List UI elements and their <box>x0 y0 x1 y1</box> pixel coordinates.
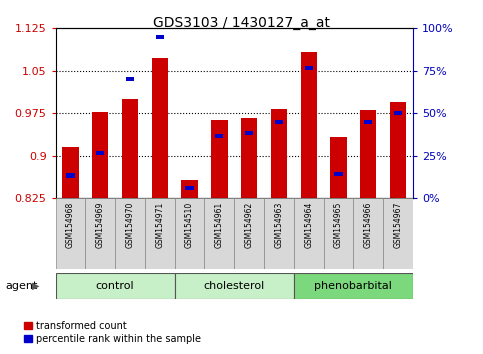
Bar <box>122 99 138 198</box>
Bar <box>305 66 313 70</box>
Text: control: control <box>96 281 134 291</box>
Bar <box>56 273 175 299</box>
Bar <box>62 147 79 198</box>
Bar <box>294 273 413 299</box>
Text: GSM154510: GSM154510 <box>185 202 194 248</box>
Bar <box>175 273 294 299</box>
Bar <box>152 58 168 198</box>
Bar <box>204 198 234 269</box>
Bar <box>264 198 294 269</box>
Bar <box>330 137 347 198</box>
Bar <box>92 112 108 198</box>
Bar <box>85 198 115 269</box>
Text: GSM154969: GSM154969 <box>96 202 105 248</box>
Bar <box>334 172 342 176</box>
Text: GSM154966: GSM154966 <box>364 202 373 248</box>
Bar <box>364 120 372 124</box>
Bar <box>56 198 85 269</box>
Text: GDS3103 / 1430127_a_at: GDS3103 / 1430127_a_at <box>153 16 330 30</box>
Bar <box>360 110 376 198</box>
Bar <box>66 173 74 178</box>
Bar <box>211 120 227 198</box>
Bar <box>182 179 198 198</box>
Bar <box>185 186 194 190</box>
Bar <box>383 198 413 269</box>
Text: GSM154963: GSM154963 <box>274 202 284 248</box>
Bar <box>354 198 383 269</box>
Bar <box>145 198 175 269</box>
Bar <box>390 102 406 198</box>
Bar <box>115 198 145 269</box>
Bar <box>294 198 324 269</box>
Bar <box>156 35 164 39</box>
Bar <box>241 118 257 198</box>
Bar <box>245 131 253 135</box>
Bar <box>324 198 354 269</box>
Text: ▶: ▶ <box>32 281 40 291</box>
Text: GSM154964: GSM154964 <box>304 202 313 248</box>
Text: GSM154962: GSM154962 <box>245 202 254 248</box>
Bar <box>394 111 402 115</box>
Text: GSM154971: GSM154971 <box>156 202 164 248</box>
Legend: transformed count, percentile rank within the sample: transformed count, percentile rank withi… <box>24 321 201 344</box>
Bar <box>215 134 224 138</box>
Text: cholesterol: cholesterol <box>204 281 265 291</box>
Text: phenobarbital: phenobarbital <box>314 281 392 291</box>
Bar <box>126 77 134 81</box>
Text: GSM154967: GSM154967 <box>394 202 402 248</box>
Text: agent: agent <box>6 281 38 291</box>
Text: GSM154968: GSM154968 <box>66 202 75 248</box>
Bar <box>234 198 264 269</box>
Bar <box>300 52 317 198</box>
Text: GSM154965: GSM154965 <box>334 202 343 248</box>
Text: GSM154961: GSM154961 <box>215 202 224 248</box>
Bar <box>271 109 287 198</box>
Bar <box>275 120 283 124</box>
Text: GSM154970: GSM154970 <box>126 202 134 248</box>
Bar <box>96 151 104 155</box>
Bar <box>175 198 204 269</box>
